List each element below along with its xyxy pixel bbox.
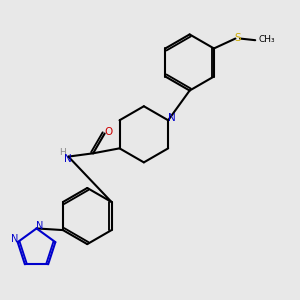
Text: N: N: [168, 113, 176, 123]
Text: H: H: [59, 148, 66, 157]
Text: N: N: [64, 154, 72, 164]
Text: N: N: [11, 235, 18, 244]
Text: CH₃: CH₃: [259, 35, 275, 44]
Text: N: N: [36, 221, 44, 231]
Text: S: S: [234, 33, 241, 43]
Text: O: O: [105, 127, 113, 137]
